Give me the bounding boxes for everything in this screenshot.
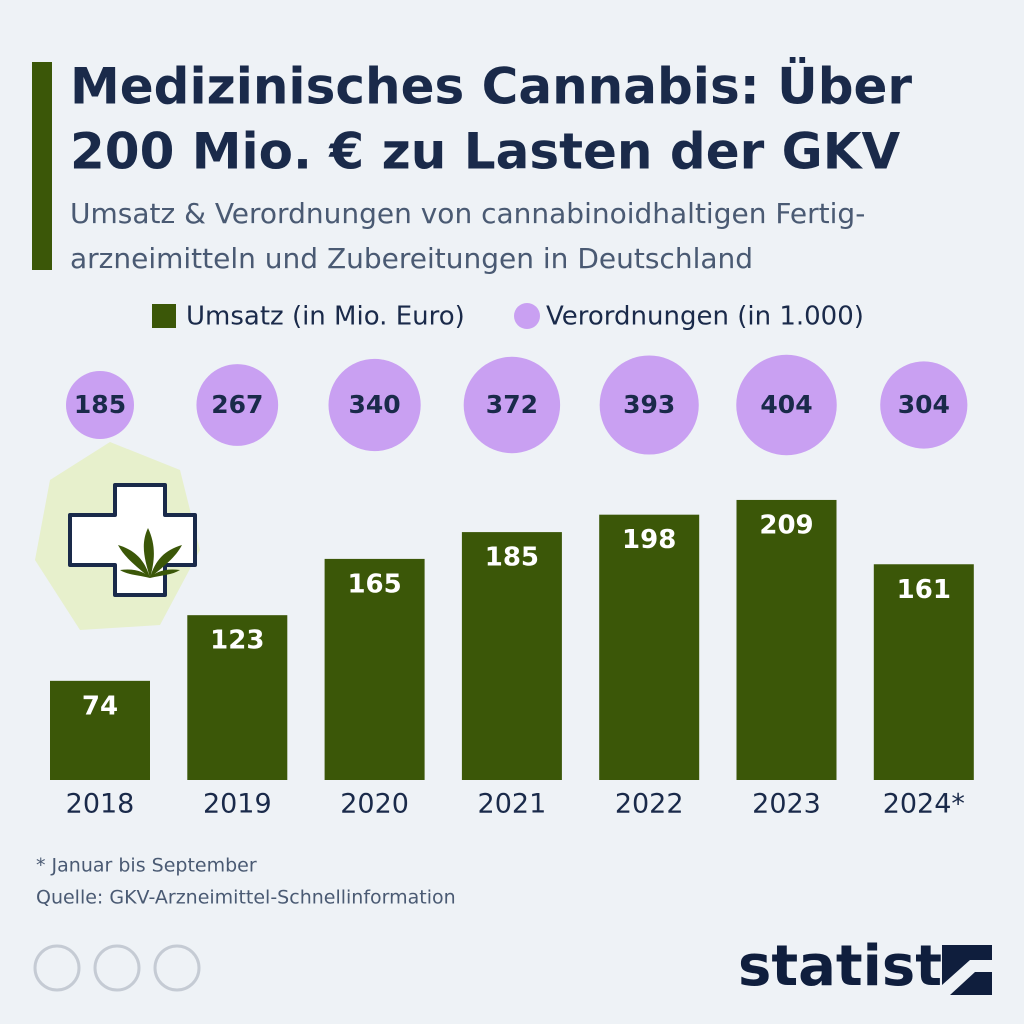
legend-swatch xyxy=(514,303,540,329)
x-tick-label: 2020 xyxy=(340,789,409,820)
bar xyxy=(461,532,562,780)
x-tick-label: 2019 xyxy=(203,789,272,820)
source: Quelle: GKV-Arzneimittel-Schnellinformat… xyxy=(36,887,456,909)
bar xyxy=(736,499,837,780)
bar xyxy=(50,680,150,780)
x-tick-label: 2023 xyxy=(752,789,821,820)
bar xyxy=(324,558,425,780)
x-tick-label: 2024* xyxy=(883,789,965,820)
legend-swatch xyxy=(152,304,176,328)
decor-icon xyxy=(35,442,200,630)
bubble-value-label: 267 xyxy=(211,390,263,419)
bubble-value-label: 185 xyxy=(74,390,126,419)
bar xyxy=(873,564,974,780)
x-tick-label: 2022 xyxy=(615,789,684,820)
license-icons xyxy=(33,944,201,992)
bar-value-label: 165 xyxy=(347,569,401,599)
bubble xyxy=(65,370,135,440)
chart-title: 200 Mio. € zu Lasten der GKV xyxy=(70,123,900,181)
bar-value-label: 74 xyxy=(82,691,118,721)
bar xyxy=(599,514,700,780)
bar-value-label: 209 xyxy=(759,510,813,540)
bar-value-label: 185 xyxy=(485,543,539,573)
accent-bar xyxy=(32,62,52,270)
footnote: * Januar bis September xyxy=(36,855,257,877)
bubble xyxy=(736,354,837,456)
chart-title: Medizinisches Cannabis: Über xyxy=(70,57,912,116)
bubble xyxy=(599,355,699,455)
chart-subtitle: Umsatz & Verordnungen von cannabinoidhal… xyxy=(70,197,865,230)
bubble-value-label: 393 xyxy=(623,390,675,419)
bar-value-label: 161 xyxy=(897,575,951,605)
logo-icon xyxy=(942,945,992,995)
bar xyxy=(187,615,288,780)
bubble xyxy=(463,356,561,454)
bubble-value-label: 304 xyxy=(898,390,950,419)
bubble xyxy=(328,358,421,452)
chart-subtitle: arzneimitteln und Zubereitungen in Deuts… xyxy=(70,242,753,275)
bubble-value-label: 372 xyxy=(486,390,538,419)
legend-label: Verordnungen (in 1.000) xyxy=(546,302,864,332)
bar-value-label: 123 xyxy=(210,626,264,656)
legend-label: Umsatz (in Mio. Euro) xyxy=(186,302,465,332)
bubble xyxy=(880,361,968,449)
bar-value-label: 198 xyxy=(622,525,676,555)
bubble-value-label: 340 xyxy=(349,390,401,419)
x-tick-label: 2018 xyxy=(66,789,135,820)
logo: statista xyxy=(738,934,980,999)
bubble-value-label: 404 xyxy=(760,390,812,419)
x-tick-label: 2021 xyxy=(478,789,547,820)
bubble xyxy=(196,364,279,446)
